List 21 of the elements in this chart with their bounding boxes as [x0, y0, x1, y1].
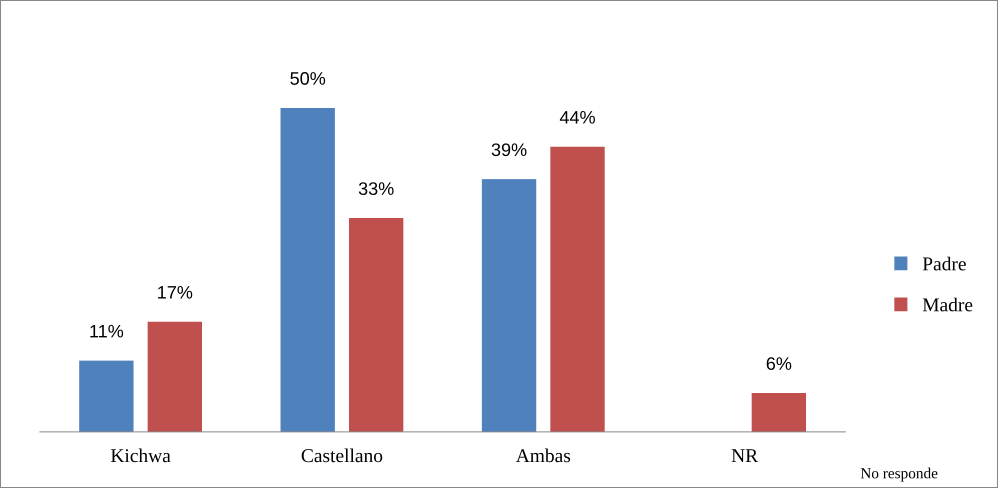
- bar: [348, 218, 404, 432]
- data-label: 11%: [90, 324, 124, 338]
- legend-label: Padre: [922, 256, 966, 270]
- bar: [280, 108, 335, 432]
- x-tick-label: Kichwa: [110, 448, 171, 462]
- data-label: 50%: [290, 72, 326, 85]
- bar: [79, 360, 134, 432]
- x-tick-label: Ambas: [516, 448, 570, 462]
- text: No responde: [860, 468, 938, 482]
- bar: [148, 322, 202, 432]
- data-label: 6%: [766, 357, 792, 370]
- legend-label: Madre: [922, 298, 972, 312]
- x-tick-label: NR: [732, 449, 758, 462]
- bar: [482, 179, 536, 432]
- data-label: 39%: [492, 143, 526, 156]
- x-tick-label: Castellano: [302, 448, 382, 462]
- bar: [550, 146, 605, 432]
- bar: [752, 392, 806, 432]
- data-label: 33%: [358, 182, 394, 196]
- data-label: 44%: [560, 111, 595, 124]
- data-label: 17%: [158, 286, 192, 299]
